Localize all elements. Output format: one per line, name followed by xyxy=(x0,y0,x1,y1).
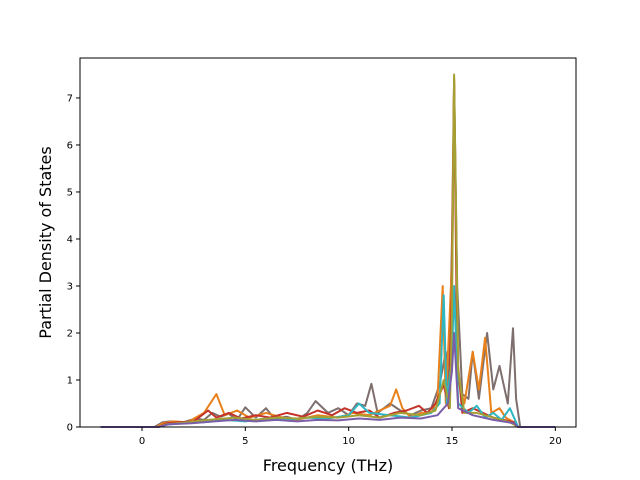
y-tick-label: 1 xyxy=(67,375,73,386)
y-tick-label: 0 xyxy=(67,423,73,434)
series-line-5 xyxy=(100,73,556,428)
series-line-2 xyxy=(100,75,556,428)
x-tick-label: 10 xyxy=(342,436,355,447)
y-axis: 0 1 2 3 4 5 6 7 xyxy=(67,93,80,434)
y-tick-label: 6 xyxy=(67,140,73,151)
plot-frame xyxy=(79,57,577,428)
series-line-6 xyxy=(100,332,556,428)
y-tick-label: 2 xyxy=(67,328,73,339)
series-line-3 xyxy=(100,82,556,428)
y-tick-label: 4 xyxy=(67,234,73,245)
x-tick-label: 5 xyxy=(242,436,248,447)
y-tick-label: 5 xyxy=(67,187,73,198)
y-axis-label: Partial Density of States xyxy=(36,146,55,338)
x-axis: 0 5 10 15 20 xyxy=(139,427,562,447)
x-axis-label: Frequency (THz) xyxy=(263,456,393,475)
x-tick-label: 15 xyxy=(446,436,459,447)
x-tick-label: 20 xyxy=(549,436,562,447)
y-tick-label: 3 xyxy=(67,281,73,292)
y-tick-label: 7 xyxy=(67,93,73,104)
x-tick-label: 0 xyxy=(139,436,145,447)
series-layer xyxy=(100,73,556,428)
series-line-1 xyxy=(100,78,556,428)
